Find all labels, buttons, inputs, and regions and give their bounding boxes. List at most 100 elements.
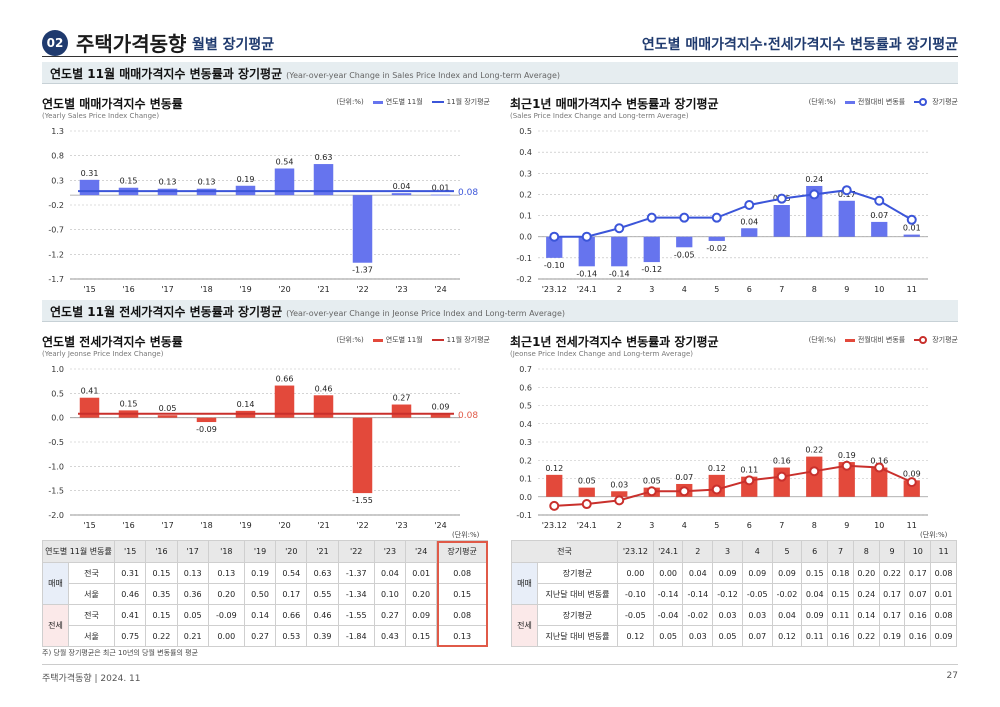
table-cell: -0.02 — [682, 604, 714, 626]
table-cell: 0.00 — [652, 562, 684, 584]
data-label: -0.10 — [544, 261, 565, 270]
table-cell: 0.21 — [176, 625, 209, 647]
data-label: -0.02 — [706, 244, 727, 253]
table-row: 매매 장기평균 0.00 0.00 0.04 0.09 0.09 0.09 0.15 0.18 0.… — [511, 562, 957, 605]
line-point — [874, 195, 885, 206]
table-cell: -1.34 — [337, 583, 375, 605]
x-tick-label: '24 — [434, 285, 446, 294]
data-label: 0.54 — [276, 157, 294, 166]
page-number: 27 — [946, 671, 958, 681]
table-header-cell: '23 — [373, 540, 407, 563]
x-tick-label: 5 — [714, 521, 719, 530]
bar — [611, 491, 628, 497]
table-row-label: 서울 — [68, 583, 115, 605]
table-cell: 0.20 — [405, 583, 438, 605]
data-label: 0.01 — [903, 224, 921, 233]
bar — [79, 397, 100, 418]
bar — [806, 456, 823, 497]
y-tick-label: 0.2 — [519, 190, 532, 199]
table-cell: 0.01 — [405, 562, 438, 584]
bar — [157, 415, 178, 418]
x-tick-label: 10 — [874, 521, 884, 530]
x-tick-label: 7 — [779, 285, 784, 294]
chart-panel-jeonse-yearly: 연도별 전세가격지수 변동률 (Yearly Jeonse Price Inde… — [42, 333, 490, 533]
y-tick-label: 0.0 — [519, 233, 532, 242]
x-tick-label: '20 — [278, 285, 290, 294]
table-cell: 0.07 — [904, 583, 932, 605]
header-divider — [42, 56, 958, 57]
table-cell: 0.07 — [741, 625, 773, 647]
line-point — [744, 200, 755, 210]
line-point — [776, 193, 787, 204]
table-cell: 0.04 — [682, 562, 714, 584]
x-tick-label: '22 — [356, 521, 368, 530]
chart-unit: (단위:%) — [808, 336, 836, 344]
table-cell: 0.10 — [373, 583, 407, 605]
y-tick-label: 1.3 — [51, 127, 64, 136]
x-tick-label: '17 — [161, 285, 173, 294]
chart-legend: (단위:%) 전월대비 변동률 장기평균 — [809, 335, 958, 345]
table-cell: 0.05 — [712, 625, 743, 647]
bar — [578, 236, 595, 267]
bar — [838, 200, 855, 237]
table-cell: 0.17 — [878, 583, 906, 605]
table-cell: 0.53 — [275, 625, 308, 647]
table-header-cell: 10 — [904, 540, 932, 563]
table-cell: 0.12 — [617, 625, 654, 647]
x-tick-label: 11 — [907, 521, 917, 530]
table-row-label: 지난달 대비 변동률 — [537, 625, 618, 647]
table-cell: 0.15 — [145, 562, 178, 584]
table-cell: 0.22 — [878, 562, 906, 584]
legend-bar-swatch — [372, 338, 383, 342]
table-row: 전세 전국 0.41 0.15 0.05 -0.09 0.14 0.66 0.46 -1.55 0.… — [42, 604, 488, 647]
bar — [643, 236, 660, 263]
x-tick-label: '23 — [395, 521, 407, 530]
table-cell: 0.43 — [373, 625, 407, 647]
table-cell: -0.14 — [652, 583, 684, 605]
line-point — [841, 460, 852, 471]
x-tick-label: '18 — [200, 285, 212, 294]
table-header-cell: '19 — [243, 540, 277, 563]
data-label: 0.19 — [838, 451, 856, 460]
table-cell: 0.46 — [306, 604, 339, 626]
table-row: 매매 전국 0.31 0.15 0.13 0.13 0.19 0.54 0.63 -1.37 0.0… — [42, 562, 488, 605]
page-title: 주택가격동향 — [76, 32, 187, 56]
x-tick-label: '19 — [239, 285, 251, 294]
bar — [806, 185, 823, 237]
table-cell: 0.09 — [930, 625, 957, 647]
x-tick-label: '23 — [395, 285, 407, 294]
y-tick-label: -1.0 — [48, 462, 64, 471]
y-tick-label: -0.2 — [48, 201, 64, 210]
line-point — [809, 189, 820, 200]
table-header-cell: '16 — [145, 540, 178, 563]
bar — [546, 474, 563, 497]
table-cell: 0.09 — [771, 562, 803, 584]
x-tick-label: '23.12 — [542, 521, 567, 530]
legend-line-label: 장기평균 — [932, 336, 958, 344]
table-cell: 0.03 — [712, 604, 743, 626]
table-header-cell: '17 — [176, 540, 209, 563]
y-tick-label: -2.0 — [48, 511, 64, 520]
data-label: 0.24 — [805, 175, 823, 184]
chart-panel-jeonse-monthly: 최근1년 전세가격지수 변동률과 장기평균 (Jeonse Price Inde… — [510, 333, 958, 533]
page-subtitle: 월별 장기평균 — [192, 37, 275, 53]
table-header-cell: '24 — [405, 540, 438, 563]
table-cell: -0.14 — [682, 583, 714, 605]
chart-subtitle: (Yearly Jeonse Price Index Change) — [42, 350, 164, 358]
section-jeonse-title-en: (Year-over-year Change in Jeonse Price I… — [286, 309, 566, 318]
line-point — [711, 212, 722, 223]
x-tick-label: '17 — [161, 521, 173, 530]
table-cell: -1.84 — [337, 625, 375, 647]
section-sale-title: 연도별 11월 매매가격지수 변동률과 장기평균 — [50, 67, 283, 81]
x-tick-label: '15 — [83, 285, 95, 294]
table-cell: 0.16 — [827, 625, 854, 647]
legend-bar-swatch — [372, 100, 383, 104]
x-tick-label: '23.12 — [542, 285, 567, 294]
data-label: 0.11 — [740, 466, 758, 475]
legend-bar-label: 전월대비 변동률 — [857, 98, 906, 106]
table-cell: 0.14 — [243, 604, 277, 626]
table-header-cell: 11 — [930, 540, 957, 563]
data-label: 0.13 — [198, 178, 216, 187]
data-label: 0.63 — [315, 153, 333, 162]
data-label: 0.05 — [643, 477, 661, 486]
